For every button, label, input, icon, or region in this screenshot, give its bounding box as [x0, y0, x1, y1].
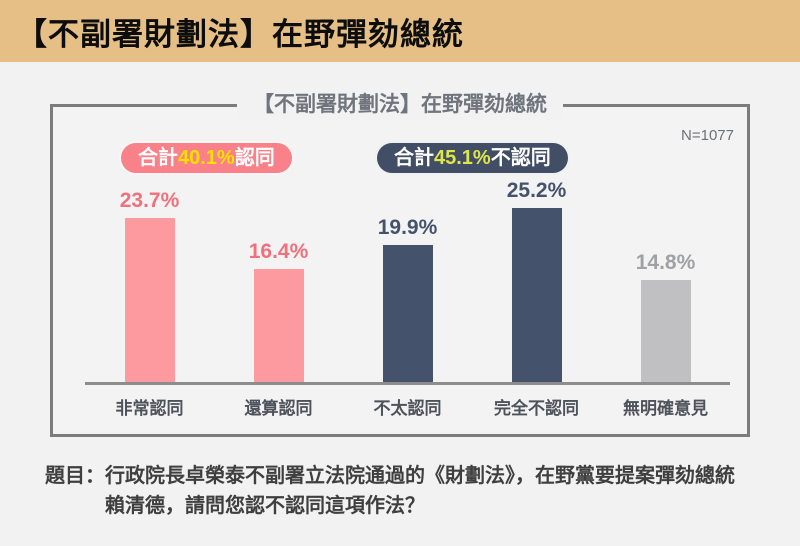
bar	[640, 280, 691, 382]
badge-number: 40.1%	[178, 147, 235, 169]
card-title-wrap: 【不副署財劃法】在野彈劾總統	[53, 89, 747, 121]
question-text: 行政院長卓榮泰不副署立法院通過的《財劃法》，在野黨要提案彈劾總統 賴清德，請問您…	[105, 461, 770, 521]
bar-value-label: 23.7%	[119, 189, 180, 212]
summary-badge-agree: 合計40.1%認同	[119, 141, 294, 175]
bar-value-label: 25.2%	[506, 179, 567, 202]
app-header: 【不副署財劃法】在野彈劾總統	[0, 0, 800, 62]
question-prefix: 題目：	[45, 465, 105, 487]
bar	[124, 218, 175, 382]
question-line-1: 行政院長卓榮泰不副署立法院通過的《財劃法》，在野黨要提案彈劾總統	[105, 465, 735, 487]
bar	[382, 245, 433, 382]
category-label: 還算認同	[244, 399, 313, 418]
page-title: 【不副署財劃法】在野彈劾總統	[16, 16, 464, 52]
category-label: 非常認同	[115, 399, 184, 418]
bar-column-4: 25.2%	[472, 107, 601, 382]
chart-title: 【不副署財劃法】在野彈劾總統	[237, 89, 563, 121]
question-line-2: 賴清德，請問您認不認同這項作法？	[105, 495, 425, 517]
chart-card: 【不副署財劃法】在野彈劾總統 N=1077 合計40.1%認同 合計45.1%不…	[50, 89, 750, 437]
sample-size-label: N=1077	[681, 127, 734, 144]
bar-value-label: 16.4%	[248, 240, 309, 263]
badge-prefix: 合計	[394, 147, 434, 169]
category-label: 完全不認同	[494, 399, 579, 418]
category-label: 不太認同	[373, 399, 442, 418]
bar-column-3: 19.9%	[343, 107, 472, 382]
bar	[253, 269, 304, 382]
bar	[511, 208, 562, 382]
bar-column-5: 14.8%	[601, 107, 730, 382]
badge-prefix: 合計	[138, 147, 178, 169]
category-label: 無明確意見	[623, 399, 708, 418]
badge-suffix: 認同	[234, 147, 275, 169]
question-block: 題目： 行政院長卓榮泰不副署立法院通過的《財劃法》，在野黨要提案彈劾總統 賴清德…	[45, 461, 770, 521]
bar-column-1: 23.7%	[85, 107, 214, 382]
badge-number: 45.1%	[434, 147, 491, 169]
chart-area: 23.7% 16.4% 19.9% 25.2% 14.8%	[85, 107, 730, 385]
badge-suffix: 不認同	[490, 147, 551, 169]
summary-badge-disagree: 合計45.1%不認同	[375, 141, 570, 175]
bar-value-label: 14.8%	[635, 251, 696, 274]
bar-column-2: 16.4%	[214, 107, 343, 382]
category-axis: 非常認同 還算認同 不太認同 完全不認同 無明確意見	[85, 394, 730, 419]
bar-value-label: 19.9%	[377, 216, 438, 239]
